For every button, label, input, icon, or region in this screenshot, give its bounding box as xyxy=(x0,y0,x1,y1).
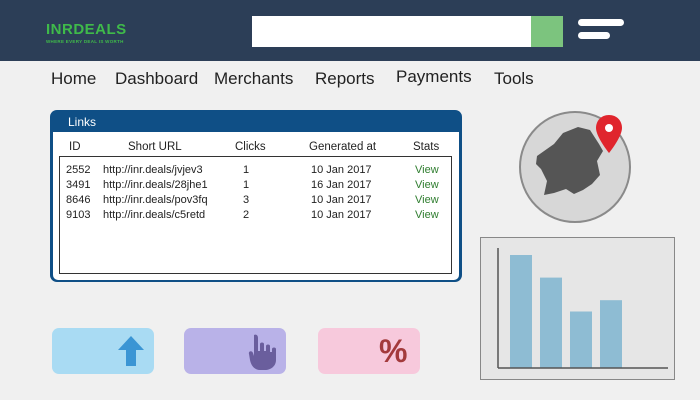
cell-generated-at: 16 Jan 2017 xyxy=(311,179,372,191)
nav-item-tools[interactable]: Tools xyxy=(494,69,534,88)
nav-item-merchants[interactable]: Merchants xyxy=(214,69,294,88)
top-bar: INRDEALS WHERE EVERY DEAL IS WORTH xyxy=(0,0,700,61)
percent-icon: % xyxy=(379,333,408,369)
map-widget[interactable] xyxy=(519,111,631,223)
main-nav: Home Dashboard Merchants Reports Payment… xyxy=(0,61,700,97)
chart-bar-1 xyxy=(510,255,532,368)
nav-item-dashboard[interactable]: Dashboard xyxy=(115,69,199,88)
chart-bar-3 xyxy=(570,311,592,368)
cell-id: 8646 xyxy=(66,194,91,206)
map-illustration xyxy=(536,115,622,195)
search-button[interactable] xyxy=(531,16,563,47)
cell-id: 2552 xyxy=(66,164,91,176)
location-pin-icon xyxy=(596,115,622,153)
nav-item-reports[interactable]: Reports xyxy=(315,69,375,88)
column-header-short-url: Short URL xyxy=(128,141,182,153)
cell-clicks: 2 xyxy=(243,209,250,221)
table-row: 2552 http://inr.deals/jvjev3 1 10 Jan 20… xyxy=(60,163,450,178)
logo-tagline: WHERE EVERY DEAL IS WORTH xyxy=(46,39,124,44)
search-input[interactable] xyxy=(252,16,531,47)
cell-short-url[interactable]: http://inr.deals/jvjev3 xyxy=(103,164,203,176)
hamburger-menu-icon[interactable] xyxy=(578,19,624,41)
bar-chart-svg xyxy=(497,248,668,369)
view-stats-link[interactable]: View xyxy=(415,194,439,206)
cell-id: 9103 xyxy=(66,209,91,221)
links-panel-body: ID Short URL Clicks Generated at Stats 2… xyxy=(53,132,459,280)
table-row: 9103 http://inr.deals/c5retd 2 10 Jan 20… xyxy=(60,208,450,223)
chart-bar-4 xyxy=(600,300,622,368)
map-region-icon xyxy=(536,127,603,195)
column-header-clicks: Clicks xyxy=(235,141,266,153)
hand-pointer-card[interactable] xyxy=(184,328,286,374)
arrow-up-icon xyxy=(118,336,144,366)
links-table: 2552 http://inr.deals/jvjev3 1 10 Jan 20… xyxy=(59,156,452,274)
hand-pointer-icon xyxy=(248,334,276,370)
cell-generated-at: 10 Jan 2017 xyxy=(311,209,372,221)
chart-bar-2 xyxy=(540,277,562,368)
upload-card[interactable] xyxy=(52,328,154,374)
nav-item-home[interactable]: Home xyxy=(51,69,97,88)
links-panel-title: Links xyxy=(68,115,97,129)
table-row: 3491 http://inr.deals/28jhe1 1 16 Jan 20… xyxy=(60,178,450,193)
nav-item-payments[interactable]: Payments xyxy=(396,67,472,86)
logo-title: INRDEALS xyxy=(46,21,127,38)
bar-chart xyxy=(480,237,675,380)
column-header-id: ID xyxy=(69,141,81,153)
cell-generated-at: 10 Jan 2017 xyxy=(311,164,372,176)
cell-clicks: 3 xyxy=(243,194,250,206)
links-panel: Links ID Short URL Clicks Generated at S… xyxy=(50,110,462,282)
cell-short-url[interactable]: http://inr.deals/28jhe1 xyxy=(103,179,208,191)
cell-clicks: 1 xyxy=(243,164,250,176)
discount-card[interactable]: % xyxy=(318,328,420,374)
cell-generated-at: 10 Jan 2017 xyxy=(311,194,372,206)
column-header-stats: Stats xyxy=(413,141,440,153)
table-row: 8646 http://inr.deals/pov3fq 3 10 Jan 20… xyxy=(60,193,450,208)
cell-id: 3491 xyxy=(66,179,91,191)
cell-short-url[interactable]: http://inr.deals/pov3fq xyxy=(103,194,208,206)
column-header-generated-at: Generated at xyxy=(309,141,377,153)
view-stats-link[interactable]: View xyxy=(415,209,439,221)
view-stats-link[interactable]: View xyxy=(415,164,439,176)
cell-short-url[interactable]: http://inr.deals/c5retd xyxy=(103,209,206,221)
logo[interactable]: INRDEALS WHERE EVERY DEAL IS WORTH xyxy=(46,22,127,44)
view-stats-link[interactable]: View xyxy=(415,179,439,191)
cell-clicks: 1 xyxy=(243,179,250,191)
